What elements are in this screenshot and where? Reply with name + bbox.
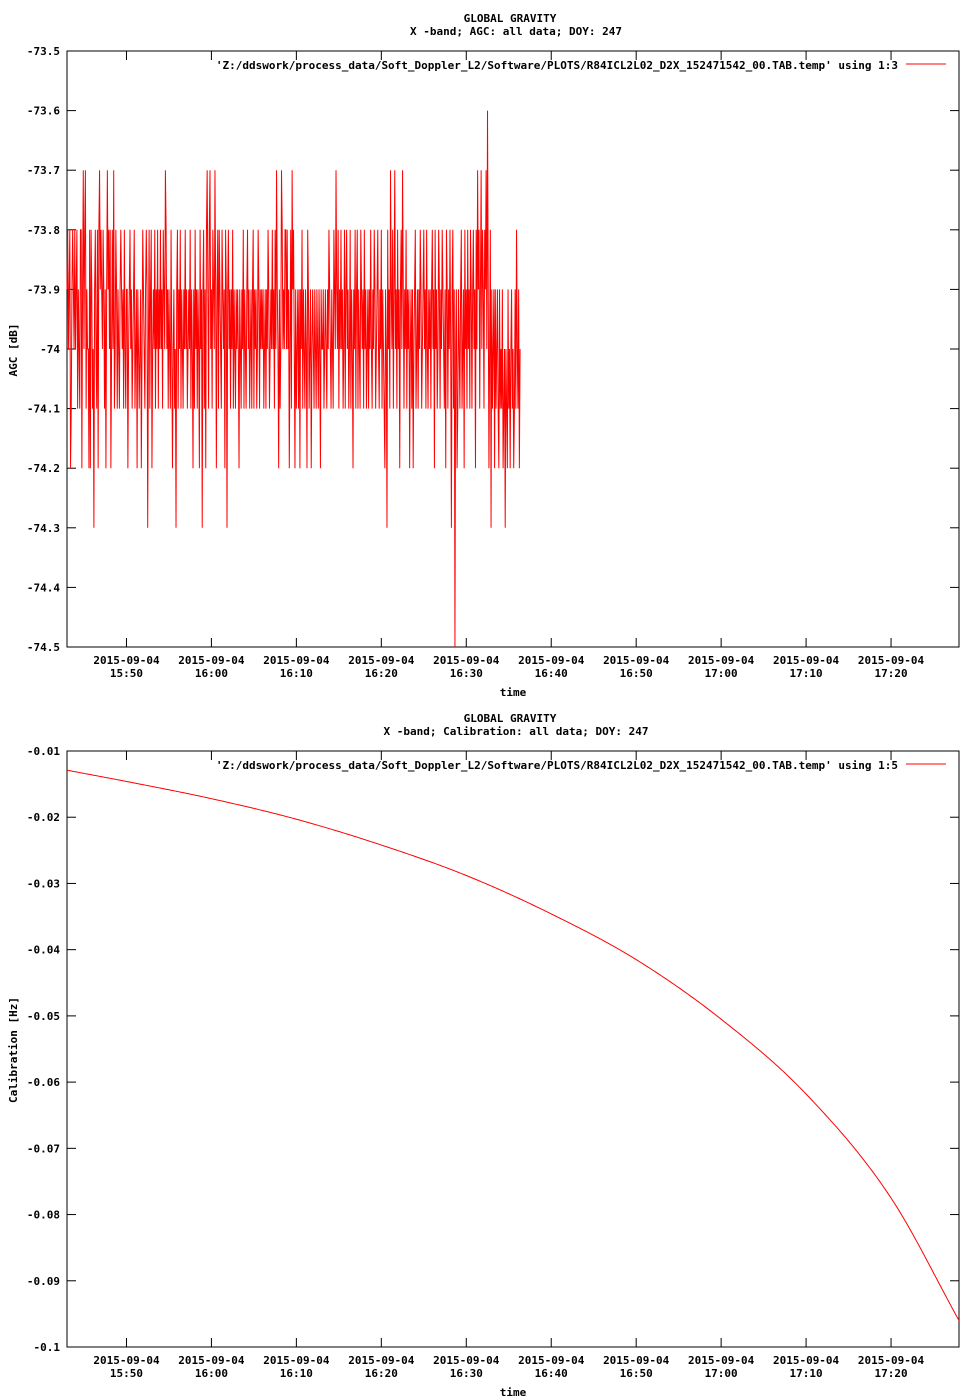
- chart-agc: GLOBAL GRAVITY X -band; AGC: all data; D…: [7, 12, 960, 699]
- x-tick-time: 17:10: [790, 667, 823, 680]
- y-tick-label: -0.03: [27, 877, 60, 890]
- y-tick-label: -74.2: [27, 462, 60, 475]
- x-tick-time: 16:50: [620, 1367, 653, 1380]
- x-tick-date: 2015-09-04: [348, 654, 415, 667]
- chart-calibration: GLOBAL GRAVITY X -band; Calibration: all…: [7, 712, 960, 1399]
- y-axis-label: AGC [dB]: [7, 324, 20, 377]
- x-tick-time: 15:50: [110, 667, 143, 680]
- y-tick-label: -0.09: [27, 1275, 60, 1288]
- x-tick-date: 2015-09-04: [773, 1354, 840, 1367]
- series-line: [66, 110, 521, 648]
- y-tick-label: -73.8: [27, 224, 60, 237]
- x-tick-time: 16:10: [280, 667, 313, 680]
- chart-subtitle: X -band; AGC: all data; DOY: 247: [410, 25, 622, 38]
- y-tick-label: -74.1: [27, 403, 60, 416]
- x-tick-time: 15:50: [110, 1367, 143, 1380]
- y-tick-label: -74.3: [27, 522, 60, 535]
- x-tick-time: 16:50: [620, 667, 653, 680]
- x-tick-time: 16:20: [365, 667, 398, 680]
- x-tick-date: 2015-09-04: [688, 654, 755, 667]
- y-tick-label: -0.02: [27, 811, 60, 824]
- chart-title: GLOBAL GRAVITY: [464, 712, 557, 725]
- y-tick-label: -0.07: [27, 1142, 60, 1155]
- y-tick-label: -0.08: [27, 1209, 60, 1222]
- x-tick-time: 16:30: [450, 667, 483, 680]
- y-tick-label: -73.7: [27, 164, 60, 177]
- y-tick-label: -74.4: [27, 581, 60, 594]
- x-tick-date: 2015-09-04: [688, 1354, 755, 1367]
- y-tick-label: -74: [40, 343, 60, 356]
- x-tick-date: 2015-09-04: [603, 1354, 670, 1367]
- series-line: [66, 769, 960, 1321]
- y-tick-label: -0.05: [27, 1010, 60, 1023]
- x-axis-label: time: [500, 686, 527, 699]
- x-tick-time: 17:20: [874, 667, 907, 680]
- x-tick-date: 2015-09-04: [178, 654, 245, 667]
- y-tick-label: -73.5: [27, 45, 60, 58]
- x-tick-time: 16:10: [280, 1367, 313, 1380]
- x-tick-date: 2015-09-04: [518, 654, 585, 667]
- x-tick-time: 17:00: [705, 1367, 738, 1380]
- x-tick-time: 16:40: [535, 667, 568, 680]
- x-tick-time: 16:00: [195, 667, 228, 680]
- x-tick-date: 2015-09-04: [858, 1354, 925, 1367]
- x-tick-time: 17:20: [874, 1367, 907, 1380]
- y-tick-label: -0.06: [27, 1076, 60, 1089]
- y-tick-label: -73.9: [27, 283, 60, 296]
- x-tick-date: 2015-09-04: [773, 654, 840, 667]
- x-tick-date: 2015-09-04: [603, 654, 670, 667]
- y-tick-label: -0.1: [34, 1341, 61, 1354]
- chart-title: GLOBAL GRAVITY: [464, 12, 557, 25]
- y-tick-label: -0.04: [27, 944, 60, 957]
- x-tick-date: 2015-09-04: [263, 654, 330, 667]
- x-tick-date: 2015-09-04: [433, 654, 500, 667]
- x-tick-date: 2015-09-04: [178, 1354, 245, 1367]
- x-tick-date: 2015-09-04: [93, 654, 160, 667]
- x-tick-time: 16:00: [195, 1367, 228, 1380]
- legend-label: 'Z:/ddswork/process_data/Soft_Doppler_L2…: [216, 759, 898, 772]
- x-tick-time: 16:40: [535, 1367, 568, 1380]
- x-tick-date: 2015-09-04: [348, 1354, 415, 1367]
- y-tick-label: -74.5: [27, 641, 60, 654]
- y-axis-label: Calibration [Hz]: [7, 997, 20, 1103]
- x-tick-date: 2015-09-04: [93, 1354, 160, 1367]
- x-tick-time: 16:20: [365, 1367, 398, 1380]
- y-tick-label: -73.6: [27, 105, 60, 118]
- x-tick-date: 2015-09-04: [263, 1354, 330, 1367]
- x-tick-time: 17:10: [790, 1367, 823, 1380]
- chart-subtitle: X -band; Calibration: all data; DOY: 247: [384, 725, 649, 738]
- x-tick-date: 2015-09-04: [858, 654, 925, 667]
- x-tick-date: 2015-09-04: [433, 1354, 500, 1367]
- x-tick-date: 2015-09-04: [518, 1354, 585, 1367]
- x-axis-label: time: [500, 1386, 527, 1399]
- plot-frame: [66, 750, 960, 1348]
- x-tick-time: 17:00: [705, 667, 738, 680]
- x-tick-time: 16:30: [450, 1367, 483, 1380]
- legend-label: 'Z:/ddswork/process_data/Soft_Doppler_L2…: [216, 59, 898, 72]
- y-tick-label: -0.01: [27, 745, 60, 758]
